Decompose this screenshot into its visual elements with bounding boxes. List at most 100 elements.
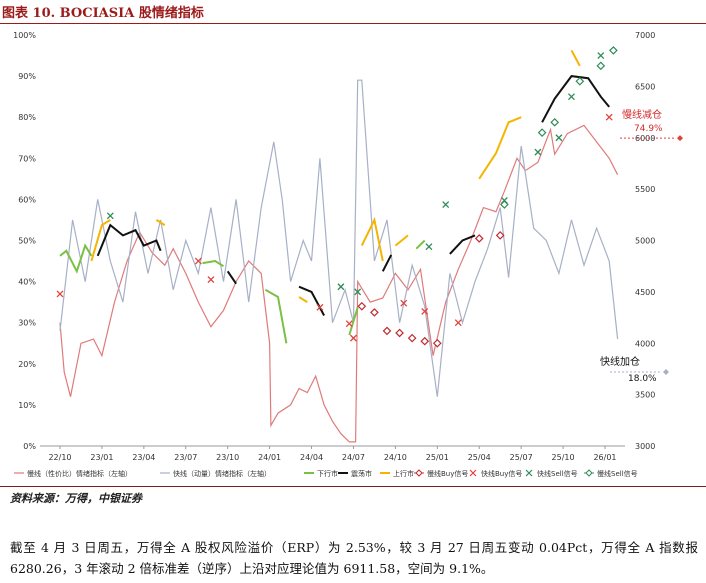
y-right-tick-label: 4000 — [635, 339, 655, 348]
signal-marker-6-5 — [350, 334, 357, 342]
signal-marker-7-8 — [568, 93, 575, 101]
signal-marker-7-3 — [425, 243, 433, 251]
y-left-tick-label: 90% — [18, 72, 36, 81]
market-segment-4-6 — [570, 49, 581, 67]
market-segment-3-2 — [298, 285, 325, 316]
x-tick-label: 24/04 — [300, 453, 323, 462]
market-segment-4-5 — [478, 116, 522, 180]
x-tick-label: 24/10 — [384, 453, 407, 462]
y-right-tick-label: 6500 — [635, 82, 655, 91]
signal-marker-8-5 — [609, 46, 618, 55]
signal-marker-6-4 — [345, 320, 353, 328]
legend-marker-7 — [525, 469, 533, 477]
signal-marker-5-0 — [357, 301, 367, 311]
signal-marker-6-8 — [454, 319, 462, 327]
y-left-tick-label: 20% — [18, 360, 36, 369]
series-line-0 — [59, 124, 619, 443]
signal-marker-8-2 — [550, 117, 560, 127]
market-segment-4-1 — [155, 219, 166, 226]
legend-label-6: 快线Buy信号 — [481, 469, 522, 478]
x-tick-label: 25/10 — [552, 453, 575, 462]
y-left-tick-label: 50% — [18, 237, 36, 246]
signal-marker-5-8 — [495, 231, 505, 240]
y-left-tick-label: 100% — [13, 31, 36, 40]
signal-marker-5-5 — [420, 336, 430, 346]
annotation-marker-fast — [663, 369, 669, 376]
x-tick-label: 25/07 — [510, 453, 533, 462]
market-segment-2-4 — [415, 239, 426, 250]
x-tick-label: 24/07 — [342, 453, 365, 462]
y-left-tick-label: 0% — [23, 442, 36, 451]
legend-label-0: 慢线（性价比）情绪指标（左轴） — [27, 469, 132, 478]
annotation-label-fast: 快线加仓 — [600, 355, 640, 368]
x-tick-label: 25/04 — [468, 453, 491, 462]
y-left-tick-label: 10% — [18, 401, 36, 410]
market-segment-2-3 — [348, 307, 359, 336]
legend-marker-5 — [415, 469, 423, 477]
signal-marker-6-2 — [207, 276, 215, 284]
x-tick-label: 23/04 — [132, 453, 155, 462]
annotation-value-slow: 74.9% — [634, 124, 663, 134]
y-right-tick-label: 5500 — [635, 185, 655, 194]
signal-marker-6-3 — [316, 303, 324, 311]
signal-marker-8-1 — [537, 128, 547, 137]
legend-label-3: 震荡市 — [351, 469, 372, 478]
signal-marker-5-6 — [432, 338, 442, 348]
signal-marker-8-4 — [596, 61, 606, 71]
annotation-value-fast: 18.0% — [628, 374, 657, 384]
market-segment-4-0 — [90, 219, 111, 262]
title-rule — [0, 23, 706, 24]
legend-label-1: 快线（动量）情绪指标（左轴） — [173, 469, 271, 478]
source-rule — [0, 486, 706, 487]
annotation-label-slow: 慢线减仓 — [622, 108, 662, 121]
legend-label-8: 慢线Sell信号 — [597, 469, 638, 478]
signal-marker-7-6 — [534, 148, 542, 156]
x-tick-label: 23/10 — [216, 453, 239, 462]
signal-marker-5-3 — [395, 328, 404, 338]
signal-marker-6-6 — [400, 299, 408, 307]
legend-label-4: 上行市 — [393, 469, 414, 478]
market-segment-3-5 — [541, 75, 610, 123]
signal-marker-8-3 — [575, 76, 585, 86]
body-paragraph: 截至 4 月 3 日周五，万得全 A 股权风险溢价（ERP）为 2.53%，较 … — [10, 540, 698, 576]
market-segment-4-2 — [298, 296, 308, 303]
chart: 0% 10% 20% 30% 40% 50% 60% 70% 80% 90% 100% 3000 350… — [13, 31, 683, 478]
signal-marker-7-1 — [337, 283, 345, 291]
signal-marker-5-4 — [407, 333, 417, 343]
y-right-tick-label: 5000 — [635, 237, 655, 246]
y-right-tick-label: 3000 — [635, 442, 655, 451]
x-tick-label: 23/01 — [90, 453, 113, 462]
signal-marker-6-7 — [421, 307, 429, 315]
legend-marker-6 — [469, 469, 477, 477]
x-tick-label: 26/01 — [593, 453, 616, 462]
y-right-tick-label: 4500 — [635, 288, 655, 297]
series-line-1 — [59, 79, 619, 397]
signal-marker-7-4 — [442, 201, 450, 208]
signal-marker-7-7 — [555, 134, 563, 142]
market-segment-3-0 — [96, 223, 162, 257]
market-segment-3-4 — [449, 234, 476, 255]
legend-label-7: 快线Sell信号 — [537, 469, 578, 478]
market-segment-4-3 — [360, 216, 384, 262]
y-left-tick-label: 80% — [18, 113, 36, 122]
market-segment-2-1 — [202, 259, 225, 268]
y-left-tick-label: 30% — [18, 319, 36, 328]
signal-marker-6-9 — [605, 113, 613, 121]
signal-marker-7-0 — [106, 212, 114, 220]
y-left-tick-label: 70% — [18, 154, 36, 163]
x-tick-label: 22/10 — [48, 453, 71, 462]
x-tick-label: 24/01 — [258, 453, 281, 462]
signal-marker-7-9 — [597, 52, 605, 60]
signal-marker-7-2 — [354, 288, 362, 296]
signal-marker-6-1 — [194, 257, 202, 265]
market-segment-2-0 — [59, 243, 93, 274]
legend-marker-8 — [585, 469, 593, 477]
legend-label-5: 慢线Buy信号 — [427, 469, 468, 478]
y-left-tick-label: 60% — [18, 195, 36, 204]
y-right-tick-label: 7000 — [635, 31, 655, 40]
market-segment-4-4 — [394, 234, 409, 247]
market-segment-3-3 — [381, 254, 393, 272]
x-tick-label: 23/07 — [174, 453, 197, 462]
figure-title: 图表 10. BOCIASIA 股情绪指标 — [2, 6, 204, 21]
source-note: 资料来源：万得，中银证券 — [10, 492, 142, 505]
